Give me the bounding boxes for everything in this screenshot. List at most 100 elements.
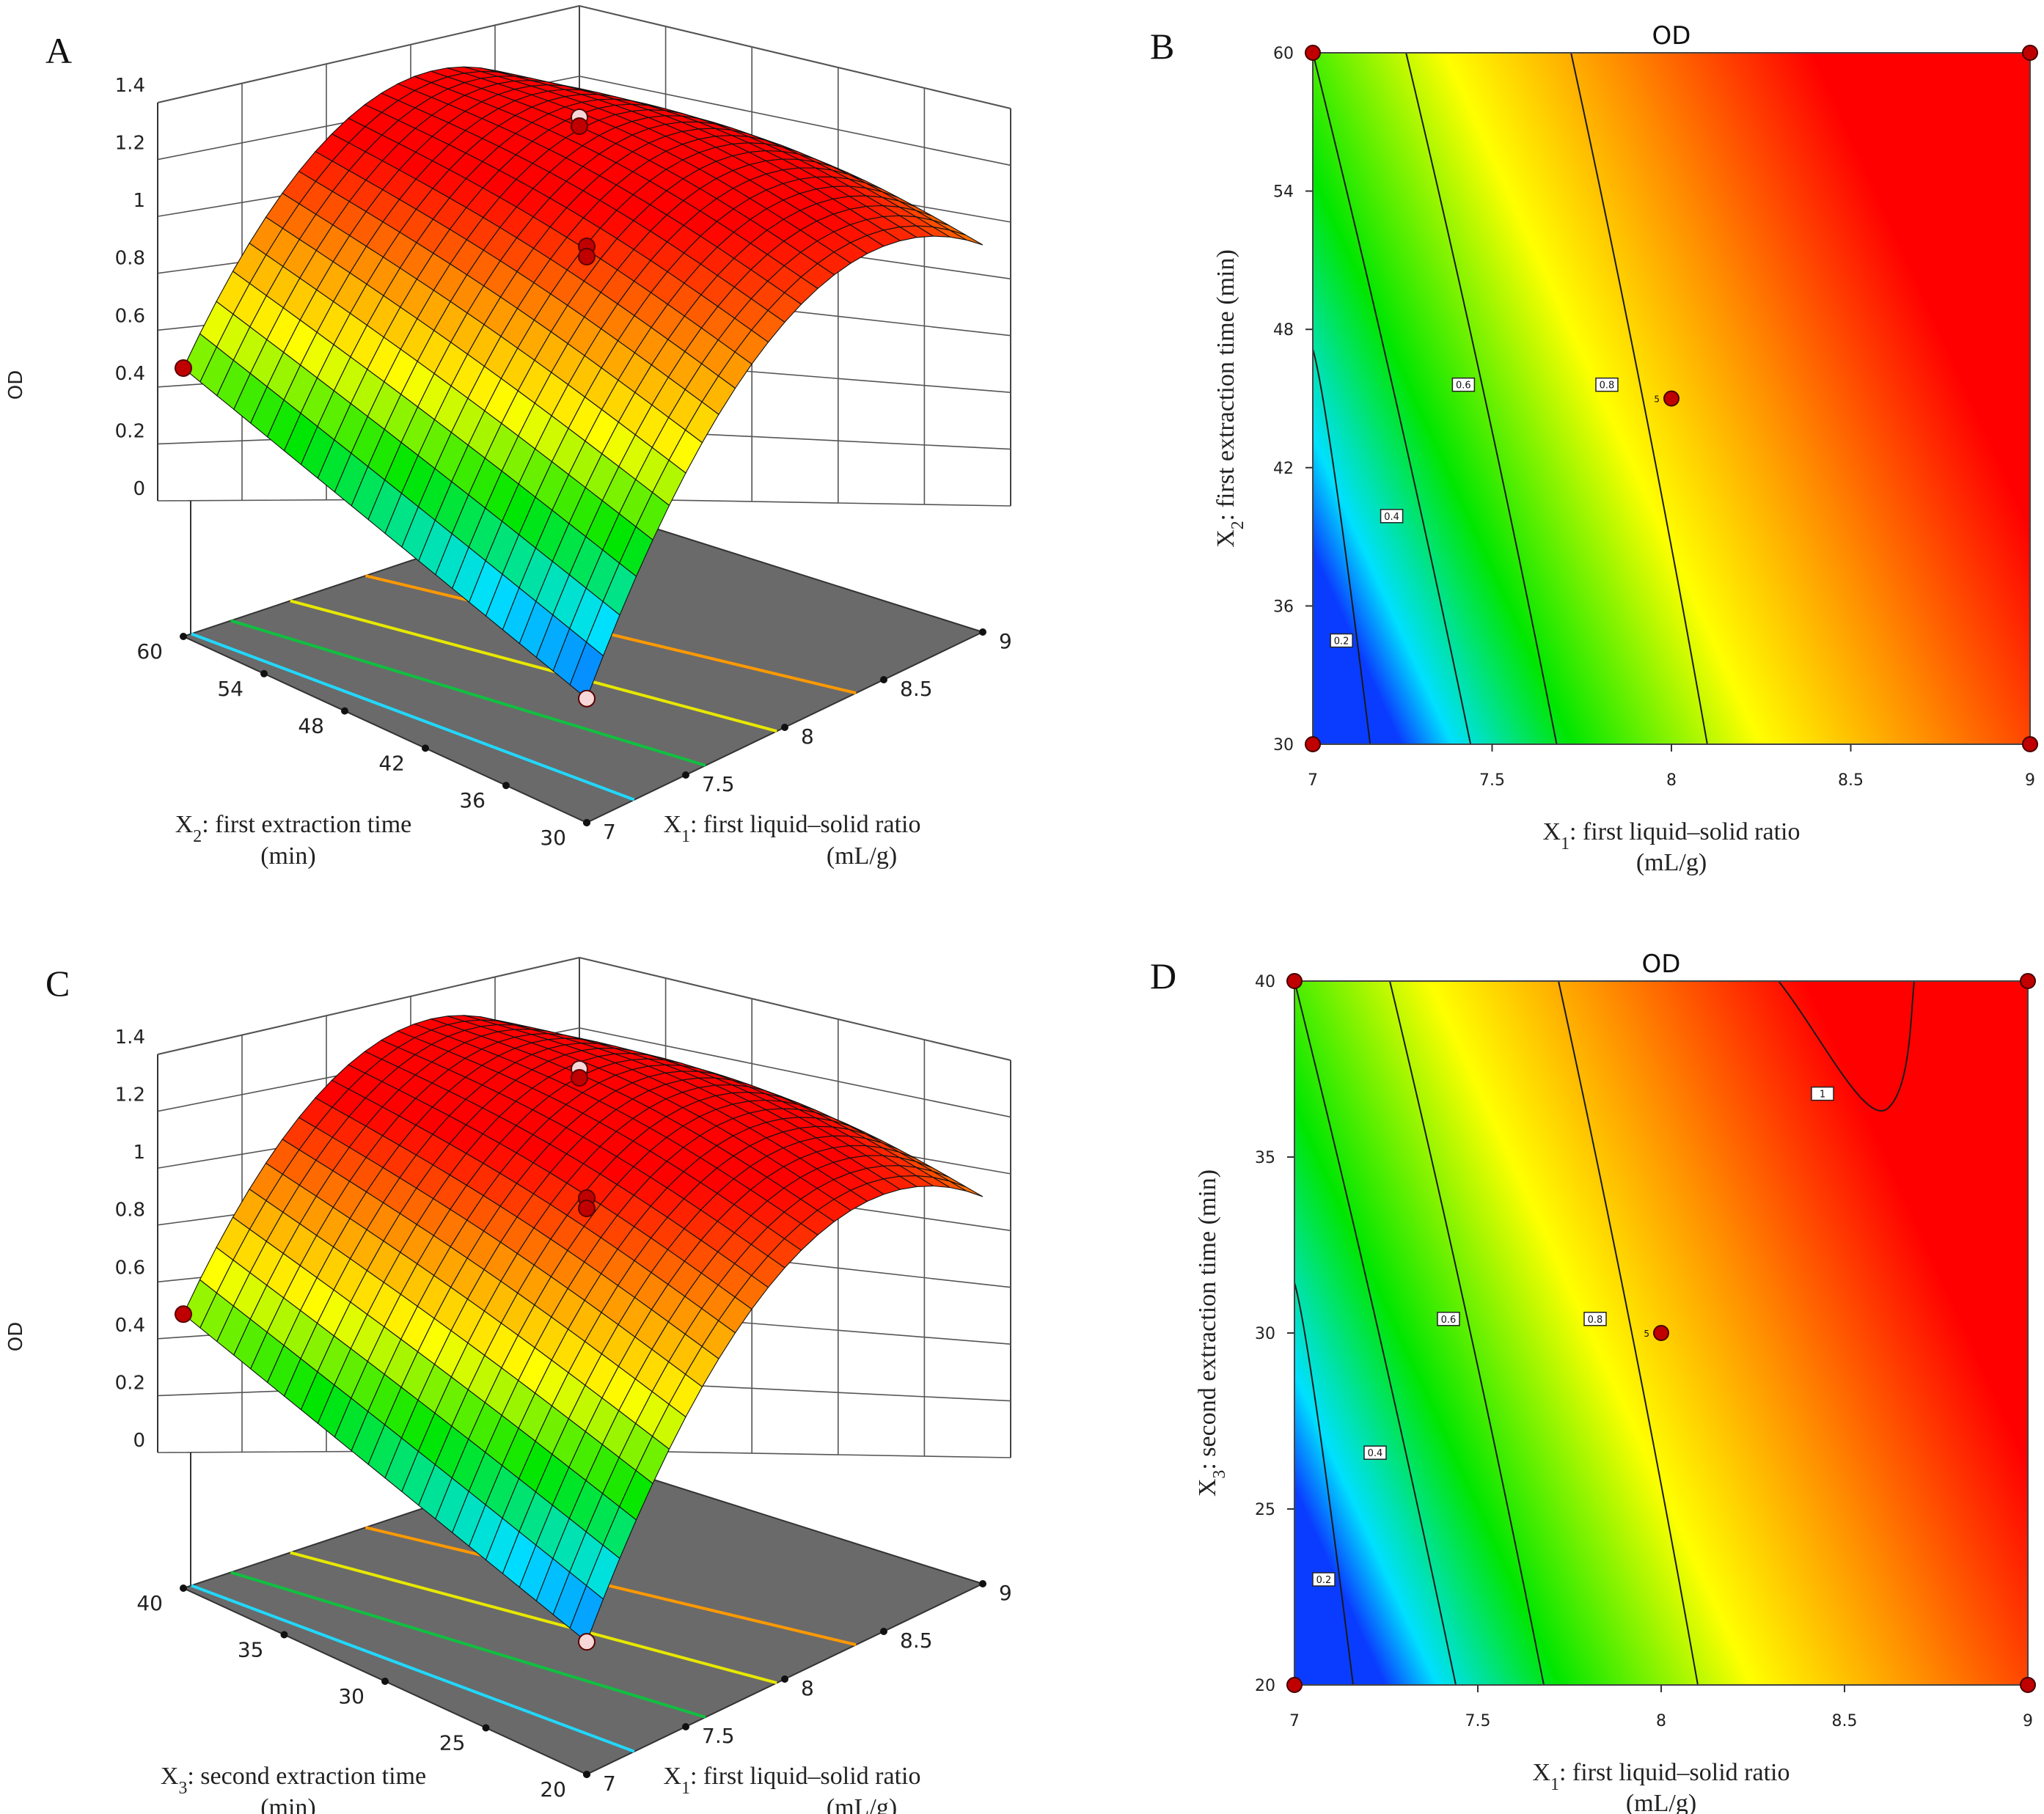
contour-line <box>1778 980 1915 1112</box>
x2-tick-label: 25 <box>439 1731 466 1755</box>
x-tick-label: 7 <box>1289 1712 1300 1730</box>
contour-label: 0.2 <box>1334 636 1349 647</box>
contour-line <box>1570 52 1708 745</box>
floor-contour-line <box>191 1584 635 1753</box>
surface-cell <box>569 641 604 699</box>
design-point <box>1305 736 1321 752</box>
x1-tick-label: 7.5 <box>702 772 735 796</box>
x2-tick-mark <box>482 1724 490 1732</box>
x1-tick-mark <box>682 1723 689 1730</box>
contour-label-box <box>1363 1445 1387 1460</box>
x1-tick-label: 8.5 <box>900 1628 933 1653</box>
x2-tick-mark <box>180 1585 187 1592</box>
design-point <box>578 1633 596 1651</box>
z-tick-label: 0.8 <box>115 248 145 270</box>
x1-axis-title-line2: (mL/g) <box>827 842 897 870</box>
x2-tick-label: 60 <box>136 639 163 664</box>
z-tick-label: 0.2 <box>115 420 145 442</box>
contour-label-box <box>1595 377 1619 392</box>
surface-mesh <box>183 1015 983 1643</box>
z-tick-label: 1.2 <box>115 1084 145 1106</box>
z-axis-label: OD <box>5 1322 27 1352</box>
design-point <box>1305 45 1321 61</box>
x2-tick-mark <box>583 1771 590 1778</box>
contour-lines <box>1312 52 1708 745</box>
design-point <box>578 689 596 708</box>
x1-tick-mark <box>979 1580 986 1587</box>
x2-tick-mark <box>260 669 268 678</box>
x2-tick-mark <box>280 1631 288 1639</box>
design-point <box>2020 973 2036 989</box>
x-tick-label: 8.5 <box>1832 1712 1858 1730</box>
y-tick-label: 42 <box>1273 460 1294 478</box>
contour-line <box>1389 980 1545 1686</box>
y-tick-label: 30 <box>1273 736 1294 754</box>
back-wall-gridline <box>157 76 1011 166</box>
x-tick-label: 7.5 <box>1465 1712 1491 1730</box>
floor-contour-line <box>365 1526 857 1647</box>
x1-tick-label: 9 <box>999 1581 1012 1605</box>
x1-tick-mark <box>781 724 788 731</box>
z-tick-label: 0.6 <box>115 305 145 327</box>
design-point <box>2022 45 2038 61</box>
contour-plot-b: 0.2 0.4 0.6 0.8 OD 7 7.5 8 8.5 9 30 36 42 48 54 60 X1: f… <box>1212 21 2038 876</box>
panel-label-d: D <box>1150 955 1176 996</box>
z-tick-label: 1.4 <box>115 1027 145 1049</box>
x-axis-title: X1: first liquid–solid ratio <box>1533 1759 1790 1794</box>
y-tick-label: 30 <box>1255 1325 1275 1343</box>
x2-tick-label: 48 <box>298 714 324 738</box>
design-point <box>578 1200 596 1217</box>
back-wall-gridline <box>157 1027 1011 1118</box>
contour-label: 0.8 <box>1588 1315 1603 1326</box>
x1-tick-mark <box>979 628 986 636</box>
x1-tick-label: 8 <box>801 1676 814 1700</box>
design-point <box>1286 973 1303 989</box>
x1-tick-label: 7 <box>603 1771 616 1796</box>
panel-label-c: C <box>45 963 70 1004</box>
x2-tick-mark <box>341 707 348 715</box>
y-tick-label: 25 <box>1255 1501 1275 1519</box>
contour-line <box>1558 980 1699 1686</box>
contour-label: 0.2 <box>1316 1575 1332 1586</box>
y-tick-label: 20 <box>1255 1677 1275 1695</box>
x1-axis-title: X1: first liquid–solid ratio <box>664 1763 921 1798</box>
z-tick-label: 0.4 <box>115 363 145 385</box>
floor-contour-line <box>191 632 635 801</box>
center-point-count: 5 <box>1654 394 1660 405</box>
x1-tick-mark <box>880 1628 887 1635</box>
x2-tick-label: 30 <box>338 1684 365 1708</box>
plot-title: OD <box>1642 950 1681 979</box>
contour-label: 0.8 <box>1600 381 1615 392</box>
design-point <box>578 248 596 265</box>
z-axis-label: OD <box>5 370 27 400</box>
panel-label-b: B <box>1150 26 1174 67</box>
z-tick-label: 1.2 <box>115 133 145 155</box>
contour-label-box <box>1437 1312 1460 1326</box>
x2-tick-label: 30 <box>540 826 566 850</box>
z-tick-label: 1 <box>133 190 145 212</box>
surface-mesh <box>183 66 983 699</box>
surface-plot-a: 0 0.2 0.4 0.6 0.8 1 1.2 1.4 OD 7 7.5 8 8.5 9 60 54 48 42 3… <box>5 4 1012 870</box>
contour-line <box>1312 52 1472 745</box>
x2-tick-label: 36 <box>459 788 486 812</box>
x2-tick-mark <box>381 1678 389 1685</box>
contour-label-box <box>1312 1572 1336 1587</box>
x2-tick-label: 40 <box>136 1591 163 1615</box>
floor-contour-line <box>290 599 777 733</box>
x2-tick-mark <box>180 633 187 640</box>
x2-tick-mark <box>422 744 429 752</box>
y-tick-label: 48 <box>1273 321 1294 339</box>
y-tick-label: 54 <box>1273 183 1294 202</box>
contour-label-box <box>1811 1086 1834 1101</box>
x2-axis-title: X3: second extraction time <box>161 1763 426 1798</box>
back-wall-gridline <box>157 5 1011 109</box>
floor-contour-line <box>230 619 706 767</box>
x2-tick-label: 42 <box>378 751 405 775</box>
x-tick-label: 7.5 <box>1479 771 1505 790</box>
z-tick-label: 0.8 <box>115 1200 145 1222</box>
surface-plot-c: 0 0.2 0.4 0.6 0.8 1 1.2 1.4 OD 7 7.5 8 8.5 9 40 35 30 25 2… <box>5 956 1012 1814</box>
floor-contour-line <box>290 1551 777 1685</box>
design-point <box>2022 736 2038 752</box>
z-tick-label: 0 <box>133 1430 145 1452</box>
x2-axis-title: X2: first extraction time <box>175 811 412 846</box>
